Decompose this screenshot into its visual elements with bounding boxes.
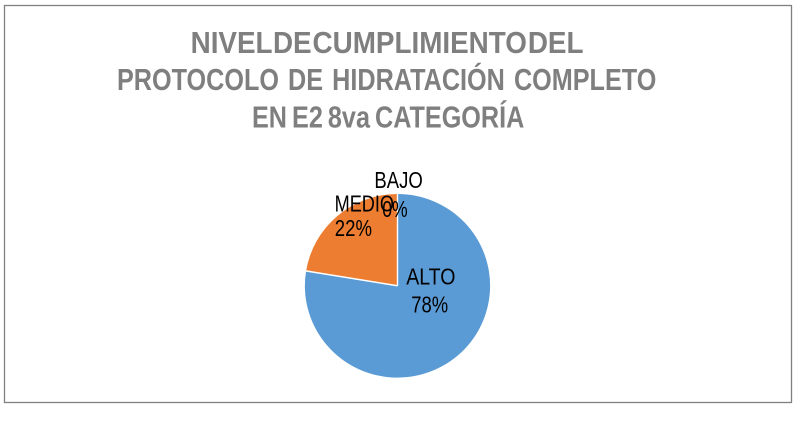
svg-text:MEDIO: MEDIO xyxy=(335,190,394,216)
svg-text:NIVEL DE CUMPLIMIENTO DEL: NIVEL DE CUMPLIMIENTO DEL xyxy=(191,25,584,60)
svg-text:PROTOCOLO DE HIDRATACIÓN COMPL: PROTOCOLO DE HIDRATACIÓN COMPLETO xyxy=(117,61,656,97)
svg-text:78%: 78% xyxy=(411,291,448,317)
svg-text:0%: 0% xyxy=(382,196,407,222)
svg-text:22%: 22% xyxy=(335,215,372,241)
svg-text:ALTO: ALTO xyxy=(406,263,455,289)
svg-text:EN E2 8va CATEGORÍA: EN E2 8va CATEGORÍA xyxy=(252,100,524,135)
svg-text:BAJO: BAJO xyxy=(374,167,422,193)
